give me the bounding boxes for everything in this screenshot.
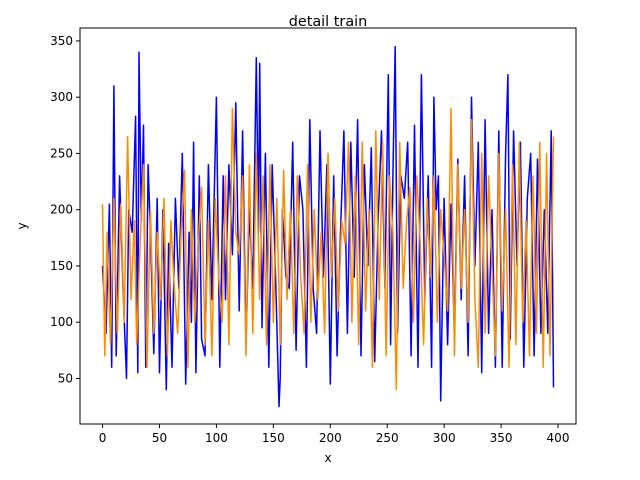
x-tick-label: 200	[319, 431, 342, 445]
y-tick-label: 150	[50, 259, 73, 273]
chart-title: detail train	[289, 14, 368, 30]
y-axis-ticks: 50 100 150 200 250 300 350	[50, 34, 80, 385]
x-axis-label: x	[324, 451, 331, 465]
y-tick-label: 300	[50, 90, 73, 104]
y-tick-label: 250	[50, 146, 73, 160]
plot-layer	[101, 45, 555, 408]
x-tick-label: 400	[547, 431, 570, 445]
x-tick-label: 100	[205, 431, 228, 445]
x-tick-label: 150	[262, 431, 285, 445]
y-tick-label: 350	[50, 34, 73, 48]
axes-frame	[79, 27, 577, 425]
x-tick-label: 0	[99, 431, 107, 445]
y-tick-label: 200	[50, 203, 73, 217]
x-tick-label: 350	[490, 431, 513, 445]
series-line-2	[101, 107, 555, 391]
y-axis-label: y	[15, 222, 29, 229]
x-tick-label: 300	[433, 431, 456, 445]
x-tick-label: 250	[376, 431, 399, 445]
y-tick-label: 50	[58, 371, 73, 385]
x-tick-label: 50	[152, 431, 167, 445]
x-axis-ticks: 0 50 100 150 200 250 300 350 400	[99, 424, 570, 445]
y-tick-label: 100	[50, 315, 73, 329]
